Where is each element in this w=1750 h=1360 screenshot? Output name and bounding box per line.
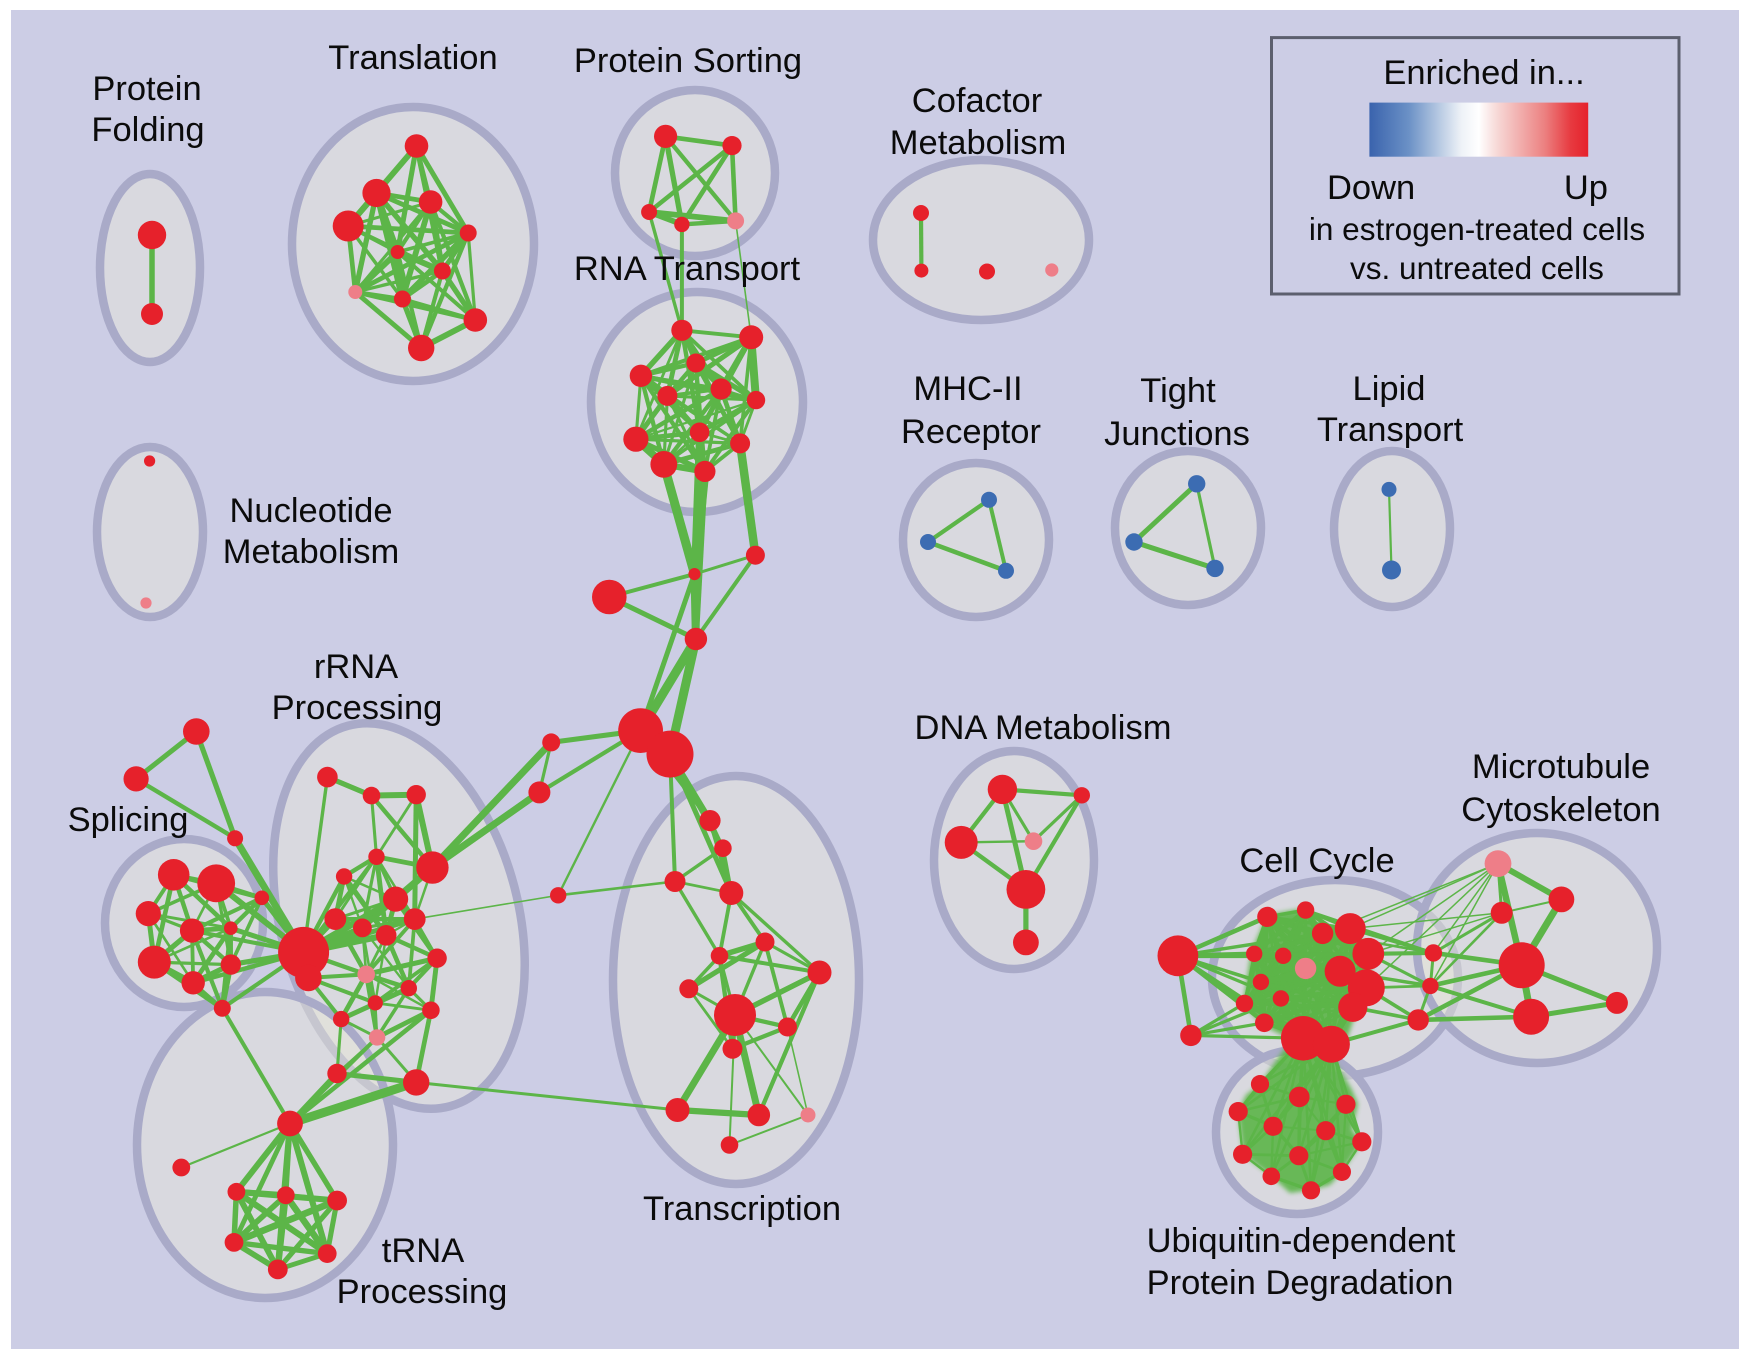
svg-text:Processing: Processing	[337, 1273, 508, 1311]
svg-text:Transcription: Transcription	[643, 1190, 841, 1228]
svg-text:Protein: Protein	[92, 70, 201, 108]
svg-text:Microtubule: Microtubule	[1472, 748, 1650, 786]
svg-text:Nucleotide: Nucleotide	[229, 492, 392, 530]
svg-text:Transport: Transport	[1317, 411, 1464, 449]
svg-text:Lipid: Lipid	[1353, 370, 1426, 408]
svg-text:Protein Degradation: Protein Degradation	[1147, 1264, 1454, 1302]
svg-text:Cofactor: Cofactor	[912, 82, 1042, 120]
svg-text:Up: Up	[1564, 169, 1608, 207]
svg-text:Junctions: Junctions	[1104, 415, 1250, 453]
svg-text:vs. untreated cells: vs. untreated cells	[1350, 250, 1604, 286]
svg-text:Processing: Processing	[272, 689, 443, 727]
svg-text:Translation: Translation	[328, 39, 497, 77]
svg-text:Folding: Folding	[91, 111, 204, 149]
svg-text:rRNA: rRNA	[314, 648, 398, 686]
svg-text:Protein Sorting: Protein Sorting	[574, 42, 802, 80]
svg-text:Ubiquitin-dependent: Ubiquitin-dependent	[1147, 1222, 1456, 1260]
svg-text:Cell Cycle: Cell Cycle	[1239, 842, 1394, 880]
svg-text:tRNA: tRNA	[382, 1232, 464, 1270]
svg-text:RNA Transport: RNA Transport	[574, 250, 801, 288]
svg-text:MHC-II: MHC-II	[913, 370, 1022, 408]
svg-text:Enriched in...: Enriched in...	[1383, 54, 1584, 92]
svg-text:Down: Down	[1327, 169, 1415, 207]
svg-text:Splicing: Splicing	[68, 801, 189, 839]
svg-text:Metabolism: Metabolism	[890, 124, 1066, 162]
svg-text:Cytoskeleton: Cytoskeleton	[1461, 791, 1660, 829]
svg-text:Metabolism: Metabolism	[223, 533, 399, 571]
svg-text:DNA Metabolism: DNA Metabolism	[915, 709, 1172, 747]
svg-text:Receptor: Receptor	[901, 413, 1041, 451]
svg-text:in estrogen-treated cells: in estrogen-treated cells	[1309, 211, 1645, 247]
svg-text:Tight: Tight	[1140, 372, 1216, 410]
